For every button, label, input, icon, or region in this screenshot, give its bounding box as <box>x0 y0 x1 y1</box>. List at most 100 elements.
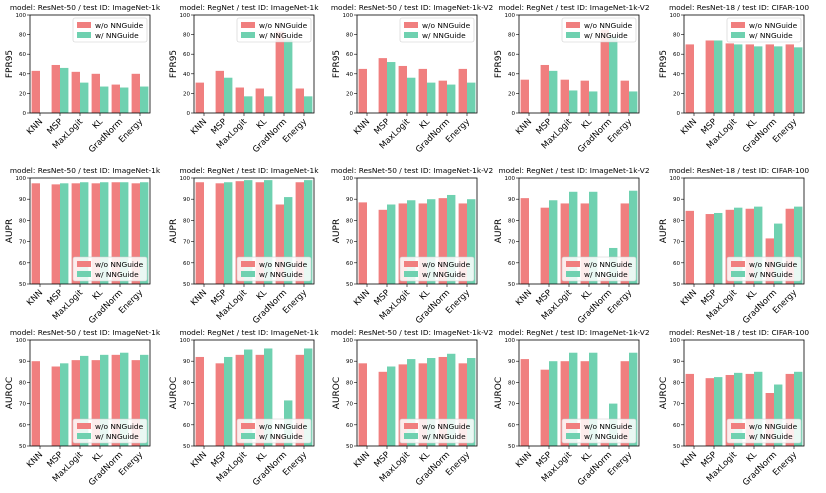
y-axis-label: FPR95 <box>169 50 179 78</box>
legend-swatch-w-o-nnguide <box>566 261 580 267</box>
panel-14: model: RegNet / test ID: ImageNet-1k-V2 A… <box>494 328 650 488</box>
bar-without-nnguide-msp <box>378 371 387 446</box>
legend-label-w-nnguide: w/ NNGuide <box>584 270 628 279</box>
y-tick-label: 100 <box>505 176 516 182</box>
legend-swatch-w-o-nnguide <box>731 423 745 429</box>
x-tick-label-knn: KNN <box>514 450 534 470</box>
legend-frame <box>399 256 475 282</box>
y-tick-label: 20 <box>508 91 515 97</box>
bar-with-nnguide-maxlogit <box>244 180 253 284</box>
bar-without-nnguide-msp <box>378 209 387 284</box>
legend-label-w-o-nnguide: w/o NNGuide <box>584 260 633 269</box>
bar-without-nnguide-energy <box>458 203 467 284</box>
legend-swatch-w-o-nnguide <box>241 423 255 429</box>
panel-6: model: ResNet-50 / test ID: ImageNet-1k A… <box>5 166 161 326</box>
y-tick-label: 100 <box>670 176 681 182</box>
legend-swatch-w-nnguide <box>566 271 580 277</box>
bar-without-nnguide-knn <box>195 182 204 284</box>
bar-without-nnguide-msp <box>705 378 714 446</box>
y-tick-label: 100 <box>180 338 191 344</box>
bar-without-nnguide-kl <box>580 80 589 113</box>
y-tick-label: 80 <box>673 380 680 386</box>
legend-swatch-w-nnguide <box>241 32 255 38</box>
y-tick-label: 80 <box>346 380 353 386</box>
y-tick-label: 0 <box>512 111 516 117</box>
y-tick-label: 80 <box>183 33 190 39</box>
x-tick-label-kl: KL <box>745 450 760 465</box>
y-axis-label: FPR95 <box>332 50 342 78</box>
panel-title: model: ResNet-50 / test ID: ImageNet-1k <box>10 3 161 12</box>
panel-9: model: RegNet / test ID: ImageNet-1k-V2 A… <box>494 166 650 326</box>
y-tick-label: 70 <box>673 240 680 246</box>
y-tick-label: 80 <box>19 380 26 386</box>
y-tick-label: 100 <box>343 176 354 182</box>
legend-swatch-w-o-nnguide <box>77 261 91 267</box>
y-tick-label: 90 <box>346 197 353 203</box>
bar-with-nnguide-energy <box>467 82 476 113</box>
y-axis-label: AUPR <box>659 219 669 243</box>
legend-label-w-nnguide: w/ NNGuide <box>749 432 793 441</box>
panel-7: model: RegNet / test ID: ImageNet-1k AUPR… <box>169 166 319 326</box>
legend-label-w-o-nnguide: w/o NNGuide <box>422 21 471 30</box>
legend-swatch-w-o-nnguide <box>241 261 255 267</box>
axes-frame <box>193 14 315 114</box>
legend-swatch-w-nnguide <box>77 32 91 38</box>
y-tick-label: 60 <box>19 423 26 429</box>
bar-with-nnguide-gradnorm <box>447 194 456 284</box>
y-tick-label: 60 <box>346 261 353 267</box>
legend-frame <box>726 418 802 444</box>
bar-without-nnguide-knn <box>520 198 529 284</box>
bar-with-nnguide-energy <box>140 182 149 284</box>
legend-label-w-o-nnguide: w/o NNGuide <box>422 260 471 269</box>
legend-swatch-w-nnguide <box>566 433 580 439</box>
bar-without-nnguide-msp <box>51 366 60 446</box>
y-tick-label: 60 <box>508 423 515 429</box>
y-tick-label: 50 <box>346 282 353 288</box>
y-tick-label: 70 <box>508 402 515 408</box>
x-tick-label-kl: KL <box>418 450 433 465</box>
y-tick-label: 60 <box>346 52 353 58</box>
bar-without-nnguide-gradnorm <box>275 31 284 113</box>
legend-frame <box>399 418 475 444</box>
bar-without-nnguide-msp <box>51 184 60 284</box>
y-axis-label: AUROC <box>494 377 504 409</box>
y-tick-label: 50 <box>19 444 26 450</box>
bar-without-nnguide-kl <box>255 354 264 446</box>
legend-label-w-nnguide: w/ NNGuide <box>95 270 139 279</box>
panel-11: model: ResNet-50 / test ID: ImageNet-1k A… <box>5 328 161 488</box>
axes-frame <box>518 177 640 285</box>
y-tick-label: 90 <box>183 197 190 203</box>
bar-without-nnguide-maxlogit <box>725 374 734 446</box>
y-tick-label: 100 <box>180 176 191 182</box>
bar-with-nnguide-energy <box>467 199 476 284</box>
bar-without-nnguide-kl <box>580 203 589 284</box>
bar-without-nnguide-gradnorm <box>438 356 447 446</box>
panel-2: model: RegNet / test ID: ImageNet-1k FPR9… <box>169 3 319 155</box>
legend-label-w-nnguide: w/ NNGuide <box>259 270 303 279</box>
x-tick-label-kl: KL <box>418 288 433 303</box>
legend-frame <box>726 256 802 282</box>
bar-without-nnguide-kl <box>418 68 427 113</box>
y-tick-label: 70 <box>673 402 680 408</box>
y-tick-label: 70 <box>508 240 515 246</box>
y-tick-label: 90 <box>19 197 26 203</box>
legend-swatch-w-o-nnguide <box>241 22 255 28</box>
bar-without-nnguide-maxlogit <box>560 361 569 446</box>
legend-swatch-w-nnguide <box>241 433 255 439</box>
legend-swatch-w-nnguide <box>404 433 418 439</box>
bar-without-nnguide-maxlogit <box>71 183 80 284</box>
y-tick-label: 90 <box>673 359 680 365</box>
bar-with-nnguide-energy <box>304 96 313 113</box>
legend-swatch-w-nnguide <box>77 271 91 277</box>
panel-title: model: RegNet / test ID: ImageNet-1k <box>179 3 319 12</box>
axes-frame <box>29 177 151 285</box>
bar-without-nnguide-energy <box>131 73 140 113</box>
y-tick-label: 50 <box>508 444 515 450</box>
y-axis-label: AUPR <box>169 219 179 243</box>
bar-without-nnguide-energy <box>785 373 794 446</box>
panel-title: model: ResNet-50 / test ID: ImageNet-1k-… <box>331 166 493 175</box>
legend-frame <box>236 17 312 43</box>
bar-without-nnguide-knn <box>31 183 40 284</box>
